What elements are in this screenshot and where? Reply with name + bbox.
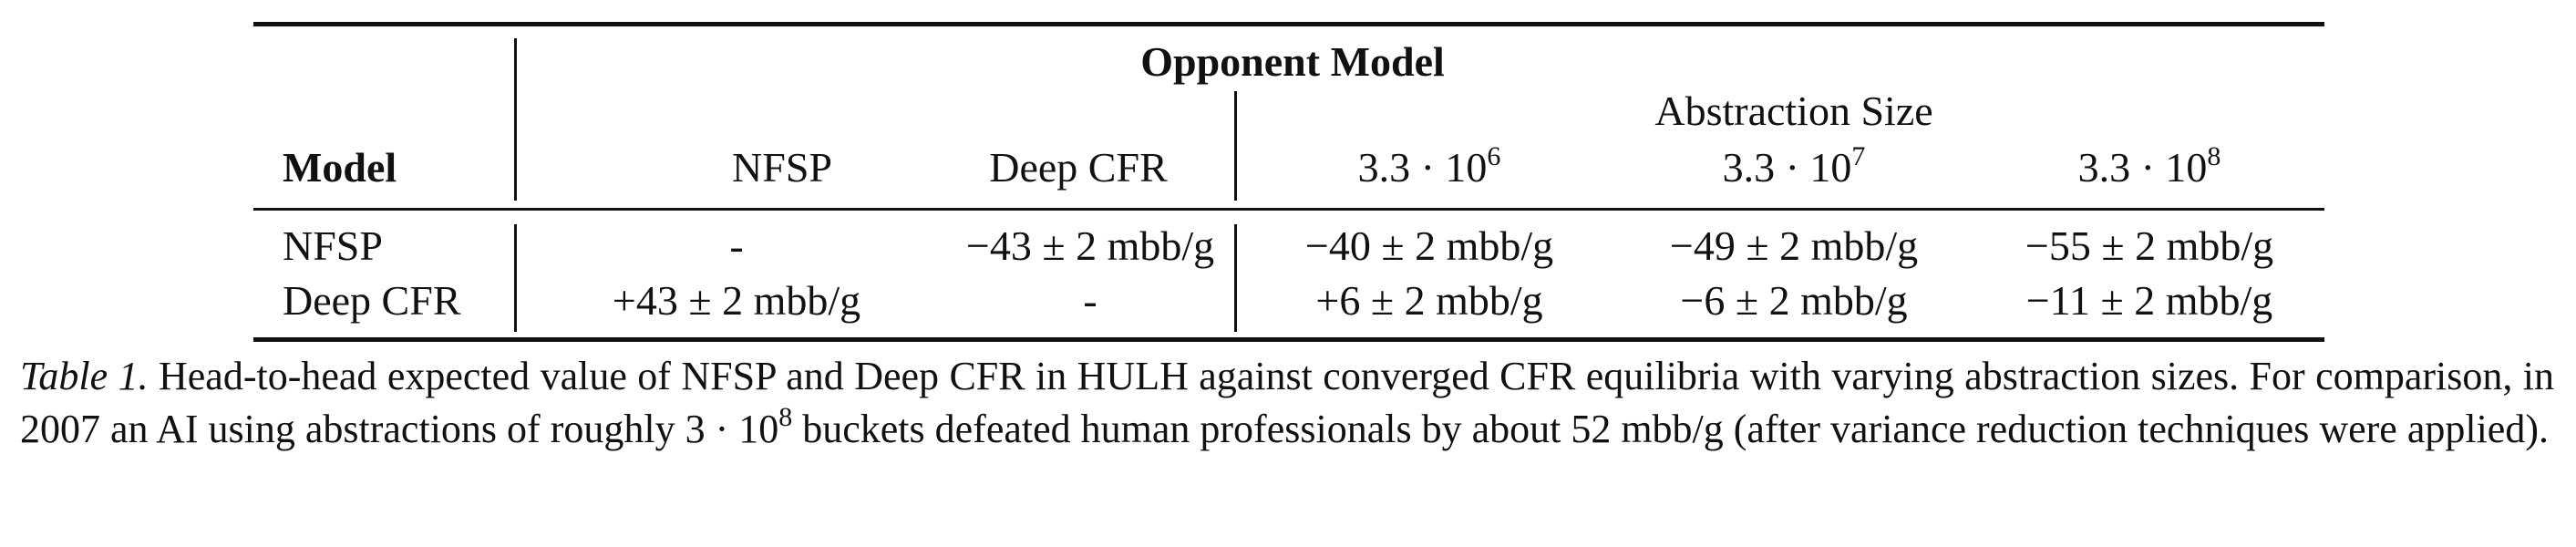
caption-text-part2: buckets defeated human professionals by …: [792, 407, 1571, 451]
model-column-divider-body: [514, 224, 517, 332]
table-header-rule: [253, 208, 2324, 211]
model-column-divider: [514, 38, 517, 201]
abstraction-size-header: Abstraction Size: [1654, 88, 1933, 134]
caption-math-exponent: 8: [778, 402, 793, 432]
opponent-model-header: Opponent Model: [1140, 38, 1445, 85]
caption-label: Table 1.: [20, 354, 149, 398]
column-header-nfsp: NFSP: [732, 144, 832, 191]
caption-math-value: 52: [1571, 407, 1612, 451]
abstraction-3-exponent: 8: [2207, 141, 2221, 171]
column-header-abstraction-1: 3.3 · 106: [1256, 141, 1602, 199]
results-table: Opponent Model Abstraction Size Model NF…: [253, 18, 2324, 343]
cell-nfsp-vs-abstraction-3: −55 ± 2 mbb/g: [2025, 222, 2274, 269]
caption-math-base: 3 · 10: [685, 407, 779, 451]
abstraction-column-divider-body: [1234, 224, 1237, 332]
row-label-deep-cfr: Deep CFR: [283, 277, 461, 324]
abstraction-3-base: 3.3 · 10: [2077, 144, 2208, 191]
column-header-abstraction-2: 3.3 · 107: [1621, 141, 1967, 199]
cell-deep-cfr-vs-nfsp: +43 ± 2 mbb/g: [612, 277, 861, 324]
cell-deep-cfr-vs-deep-cfr: -: [1083, 277, 1097, 324]
table-caption: Table 1. Head-to-head expected value of …: [20, 350, 2554, 460]
abstraction-2-base: 3.3 · 10: [1722, 144, 1852, 191]
abstraction-2-exponent: 7: [1851, 141, 1866, 171]
cell-nfsp-vs-nfsp: -: [729, 222, 744, 269]
cell-deep-cfr-vs-abstraction-1: +6 ± 2 mbb/g: [1315, 277, 1543, 324]
caption-text-part3: mbb/g (after variance reduction techniqu…: [1611, 407, 2549, 451]
cell-deep-cfr-vs-abstraction-2: −6 ± 2 mbb/g: [1680, 277, 1908, 324]
cell-nfsp-vs-abstraction-2: −49 ± 2 mbb/g: [1669, 222, 1919, 269]
caption-text-part1: Head-to-head expected value of NFSP and …: [20, 354, 2555, 451]
table-top-rule: [253, 22, 2324, 26]
cell-nfsp-vs-abstraction-1: −40 ± 2 mbb/g: [1304, 222, 1554, 269]
cell-deep-cfr-vs-abstraction-3: −11 ± 2 mbb/g: [2025, 277, 2273, 324]
column-header-deep-cfr: Deep CFR: [989, 144, 1168, 191]
row-label-nfsp: NFSP: [283, 222, 383, 269]
abstraction-1-exponent: 6: [1487, 141, 1501, 171]
table-bottom-rule: [253, 337, 2324, 342]
abstraction-column-divider: [1234, 91, 1237, 201]
abstraction-1-base: 3.3 · 10: [1357, 144, 1488, 191]
model-column-header: Model: [283, 144, 397, 191]
column-header-abstraction-3: 3.3 · 108: [1976, 141, 2323, 199]
cell-nfsp-vs-deep-cfr: −43 ± 2 mbb/g: [965, 222, 1215, 269]
